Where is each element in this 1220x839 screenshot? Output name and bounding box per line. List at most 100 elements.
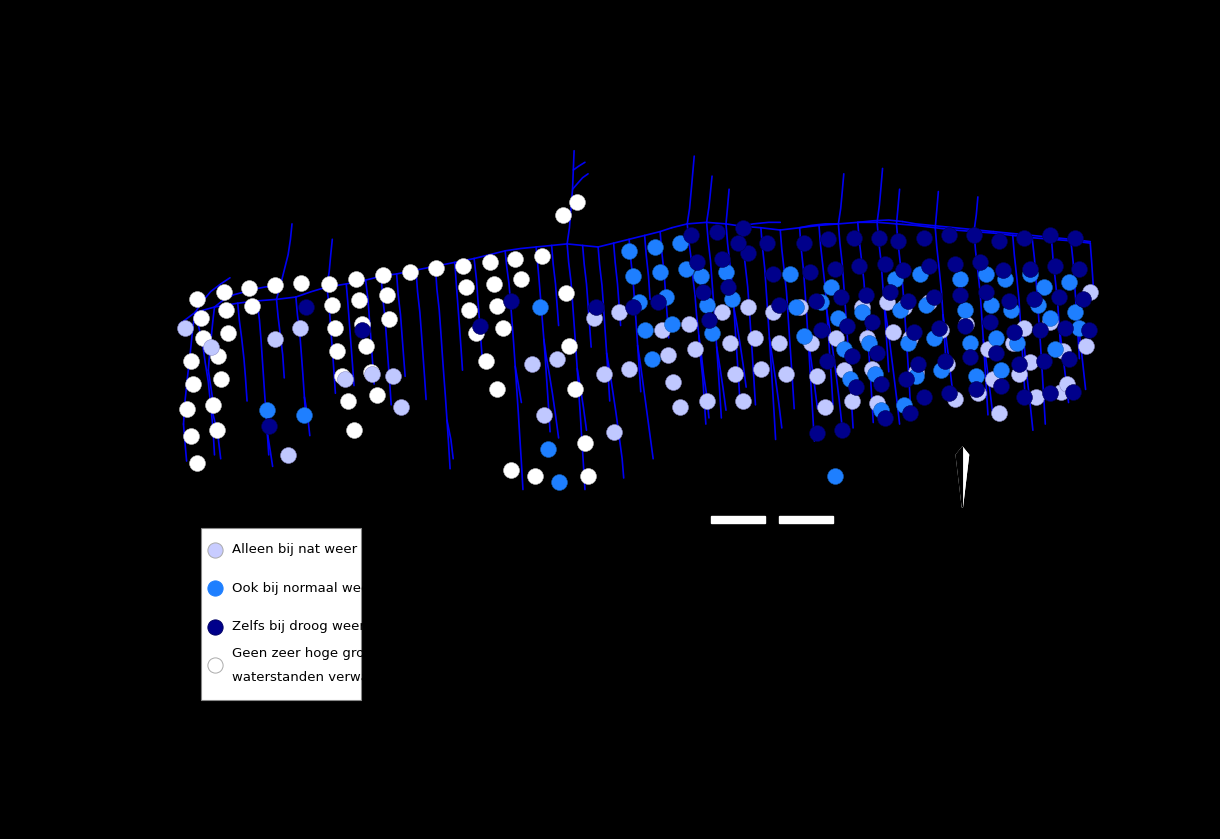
Point: [687, 256, 706, 269]
Point: [214, 285, 233, 299]
Point: [586, 300, 605, 314]
Polygon shape: [956, 447, 963, 508]
Point: [712, 305, 732, 319]
Point: [636, 323, 655, 336]
Point: [320, 277, 339, 290]
Point: [703, 326, 722, 340]
Point: [325, 321, 344, 335]
Point: [888, 234, 908, 248]
Point: [290, 321, 310, 335]
Point: [505, 252, 525, 265]
Point: [920, 259, 939, 273]
Point: [594, 367, 614, 381]
Point: [239, 281, 259, 294]
Point: [333, 370, 353, 383]
Point: [789, 300, 809, 314]
Point: [828, 311, 848, 325]
Point: [932, 323, 952, 336]
Point: [1052, 385, 1071, 399]
Point: [205, 620, 224, 633]
Point: [992, 379, 1011, 393]
Point: [522, 357, 542, 371]
Point: [265, 333, 284, 347]
Point: [944, 258, 964, 271]
Point: [1020, 267, 1039, 280]
Point: [944, 393, 964, 406]
Point: [817, 354, 837, 367]
Point: [955, 304, 975, 317]
Point: [738, 247, 758, 260]
Point: [989, 234, 1009, 248]
Point: [752, 362, 771, 375]
Point: [534, 408, 554, 421]
Point: [265, 279, 284, 292]
Point: [981, 298, 1000, 311]
Point: [650, 265, 670, 279]
Point: [620, 244, 639, 258]
Point: [802, 336, 821, 350]
Point: [1070, 262, 1089, 275]
Point: [960, 336, 980, 350]
Point: [178, 402, 198, 415]
Text: waterstanden verwacht: waterstanden verwacht: [232, 671, 389, 685]
Point: [720, 336, 739, 350]
Point: [278, 448, 298, 461]
Point: [1015, 390, 1035, 404]
Point: [894, 300, 914, 314]
Point: [871, 378, 891, 391]
Point: [722, 293, 742, 306]
Point: [924, 290, 943, 304]
Point: [584, 311, 604, 325]
Point: [620, 362, 639, 375]
Point: [777, 367, 797, 381]
Point: [664, 375, 683, 388]
Point: [1041, 315, 1060, 329]
Point: [373, 268, 393, 281]
Point: [930, 321, 949, 335]
Point: [218, 326, 238, 340]
Point: [989, 406, 1009, 420]
Point: [821, 280, 841, 294]
Point: [204, 399, 223, 412]
Point: [367, 388, 387, 402]
Point: [937, 357, 956, 371]
Point: [1058, 378, 1077, 391]
Point: [733, 221, 753, 234]
Point: [1055, 321, 1075, 335]
Point: [377, 289, 397, 302]
Point: [728, 237, 748, 250]
Point: [914, 231, 933, 244]
Point: [257, 404, 277, 417]
Point: [1009, 357, 1028, 371]
Point: [844, 231, 864, 244]
Point: [554, 208, 573, 221]
Point: [336, 373, 355, 386]
Point: [1059, 352, 1078, 365]
Point: [1009, 367, 1028, 381]
Point: [924, 331, 943, 345]
Point: [825, 470, 844, 483]
Point: [875, 411, 894, 425]
Point: [658, 348, 677, 362]
Point: [932, 363, 952, 377]
Point: [996, 273, 1015, 286]
Point: [811, 323, 831, 336]
Point: [680, 317, 699, 331]
Point: [353, 317, 372, 331]
Point: [867, 347, 887, 360]
Point: [906, 370, 926, 383]
Point: [427, 261, 447, 274]
Point: [205, 581, 224, 595]
Point: [1003, 336, 1022, 350]
Point: [969, 387, 988, 400]
Point: [379, 312, 399, 326]
Point: [964, 229, 983, 242]
Point: [898, 336, 917, 350]
Point: [1015, 321, 1035, 335]
Point: [900, 331, 920, 345]
Point: [1041, 229, 1060, 242]
Point: [706, 225, 726, 238]
Point: [353, 323, 372, 336]
Point: [983, 373, 1003, 386]
Point: [950, 273, 970, 286]
